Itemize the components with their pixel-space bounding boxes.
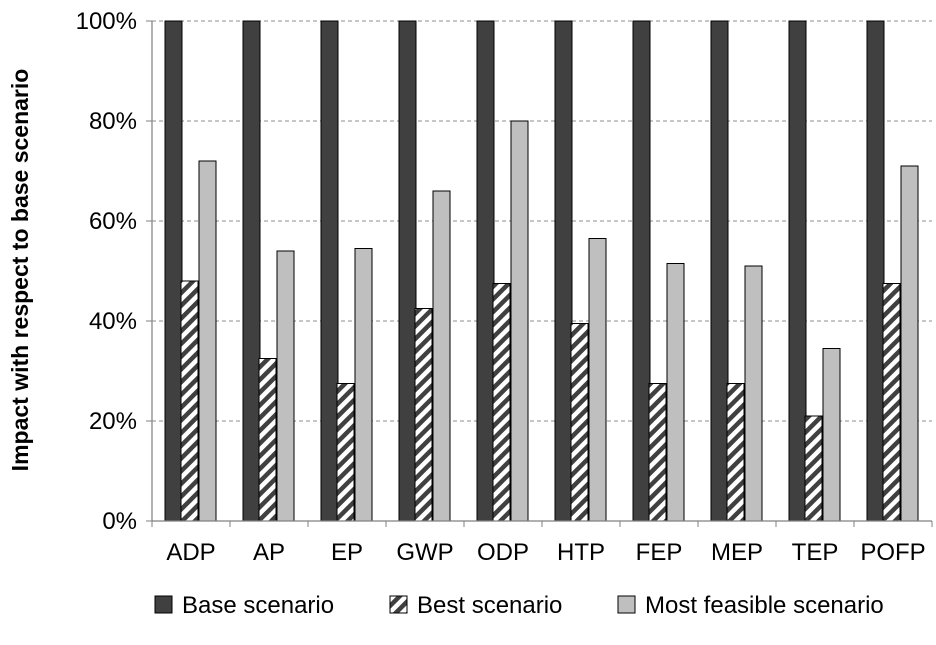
bar-best-scenario-gwp	[414, 308, 433, 522]
x-tick-label: AP	[253, 539, 285, 566]
bar-best-scenario-ap	[258, 358, 277, 522]
y-tick-label: 0%	[102, 508, 137, 535]
bar-most-feasible-scenario-ap	[276, 250, 295, 522]
bar-best-scenario-ep	[336, 383, 355, 522]
x-tick-label: FEP	[636, 539, 683, 566]
bar-best-scenario-mep	[726, 383, 745, 522]
x-tick-label: MEP	[711, 539, 763, 566]
bar-most-feasible-scenario-tep	[822, 348, 841, 522]
legend-swatch-most-feasible-scenario	[617, 595, 636, 614]
legend-label-most-feasible-scenario: Most feasible scenario	[645, 592, 884, 619]
bar-best-scenario-htp	[570, 323, 589, 522]
x-tick-label: POFP	[860, 539, 925, 566]
bar-best-scenario-fep	[648, 383, 667, 522]
y-tick-label: 60%	[89, 208, 137, 235]
y-axis-title: Impact with respect to base scenario	[7, 69, 33, 472]
tick-labels: 0% 20% 40% 60% 80% 100% ADP AP EP GWP ODP HTP FEP MEP…	[76, 8, 926, 566]
legend-label-base-scenario: Base scenario	[182, 592, 334, 619]
y-tick-label: 40%	[89, 308, 137, 335]
bar-base-scenario-gwp	[398, 20, 417, 522]
legend-label-best-scenario: Best scenario	[417, 592, 562, 619]
bar-best-scenario-adp	[180, 280, 199, 522]
x-tick-label: HTP	[557, 539, 605, 566]
bar-base-scenario-fep	[632, 20, 651, 522]
bar-base-scenario-pofp	[866, 20, 885, 522]
bar-most-feasible-scenario-odp	[510, 120, 529, 522]
bars	[164, 20, 919, 522]
bar-most-feasible-scenario-mep	[744, 265, 763, 522]
y-tick-label: 100%	[76, 8, 137, 35]
bar-base-scenario-htp	[554, 20, 573, 522]
x-tick-label: ADP	[166, 539, 215, 566]
bar-best-scenario-pofp	[882, 283, 901, 522]
y-tick-label: 80%	[89, 108, 137, 135]
x-tick-label: TEP	[792, 539, 839, 566]
bar-base-scenario-ap	[242, 20, 261, 522]
legend-swatch-best-scenario	[389, 595, 408, 614]
bar-best-scenario-odp	[492, 283, 511, 522]
x-tick-label: EP	[331, 539, 363, 566]
bar-most-feasible-scenario-pofp	[900, 165, 919, 522]
bar-base-scenario-mep	[710, 20, 729, 522]
bar-most-feasible-scenario-htp	[588, 238, 607, 522]
x-tick-label: GWP	[396, 539, 453, 566]
bar-most-feasible-scenario-gwp	[432, 190, 451, 522]
bar-best-scenario-tep	[804, 415, 823, 522]
x-tick-label: ODP	[477, 539, 529, 566]
bar-most-feasible-scenario-fep	[666, 263, 685, 522]
bar-base-scenario-odp	[476, 20, 495, 522]
bar-most-feasible-scenario-adp	[198, 160, 217, 522]
legend-swatch-base-scenario	[154, 595, 173, 614]
bar-base-scenario-tep	[788, 20, 807, 522]
bar-base-scenario-adp	[164, 20, 183, 522]
y-tick-label: 20%	[89, 408, 137, 435]
bar-base-scenario-ep	[320, 20, 339, 522]
bar-most-feasible-scenario-ep	[354, 248, 373, 522]
axes	[146, 20, 933, 527]
legend: Base scenario Best scenario Most feasible …	[154, 592, 884, 619]
